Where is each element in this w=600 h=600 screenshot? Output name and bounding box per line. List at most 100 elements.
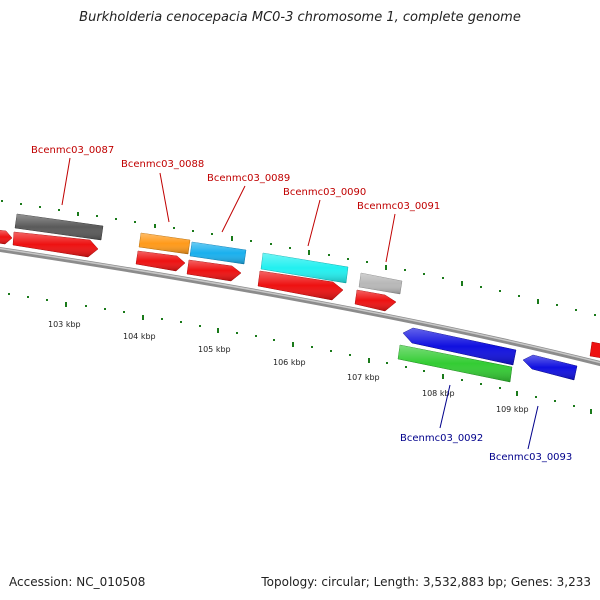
gene-feature-0089 — [189, 241, 247, 265]
tick-mark — [217, 328, 219, 333]
tick-mark — [77, 212, 79, 216]
tick-dot — [211, 233, 213, 235]
gene-labels: Bcenmc03_0087 Bcenmc03_0088 Bcenmc03_008… — [31, 145, 572, 463]
tick-dot — [349, 354, 351, 356]
tick-dot — [556, 304, 558, 306]
tick-dot — [250, 240, 252, 242]
tick-dot — [115, 218, 117, 220]
tick-dot — [8, 293, 10, 295]
tick-mark — [292, 342, 294, 347]
leader-line-0087 — [61, 157, 71, 206]
tick-mark — [142, 315, 144, 320]
tick-dot — [173, 227, 175, 229]
leader-line-0090 — [307, 199, 321, 247]
tick-dot — [123, 311, 125, 313]
tick-dot — [1, 200, 3, 202]
gene-label-0088: Bcenmc03_0088 — [121, 159, 204, 170]
leader-line-0089 — [221, 185, 246, 233]
gene-feature-0091 — [358, 272, 403, 295]
leader-line-0091 — [385, 213, 396, 263]
tick-dot — [199, 325, 201, 327]
tick-dot — [134, 221, 136, 223]
tick-dot — [58, 209, 60, 211]
leader-line-0093 — [527, 405, 539, 450]
tick-dot — [499, 387, 501, 389]
tick-dot — [366, 261, 368, 263]
genome-backbone — [0, 246, 600, 367]
gene-label-0090: Bcenmc03_0090 — [283, 187, 366, 198]
tick-mark — [516, 391, 518, 396]
scale-label: 106 kbp — [273, 358, 306, 367]
tick-dot — [20, 203, 22, 205]
cds-feature-0089 — [186, 259, 242, 282]
tick-dot — [404, 269, 406, 271]
tick-mark — [385, 265, 387, 270]
tick-dot — [442, 277, 444, 279]
scale-label: 109 kbp — [496, 405, 529, 414]
tick-dot — [236, 332, 238, 334]
inner-tick-track — [8, 293, 592, 414]
gene-feature-0092 — [397, 344, 513, 383]
cds-feature-0091 — [354, 289, 397, 312]
gene-label-0089: Bcenmc03_0089 — [207, 173, 290, 184]
tick-dot — [104, 308, 106, 310]
cds-feature-forward — [0, 229, 13, 245]
tick-dot — [573, 405, 575, 407]
tick-dot — [499, 290, 501, 292]
cds-feature-0093 — [522, 354, 578, 381]
tick-dot — [255, 335, 257, 337]
tick-dot — [423, 370, 425, 372]
tick-dot — [270, 243, 272, 245]
tick-mark — [154, 224, 156, 228]
tick-dot — [96, 215, 98, 217]
leader-line-0088 — [159, 172, 170, 223]
tick-dot — [535, 396, 537, 398]
tick-dot — [27, 296, 29, 298]
tick-mark — [368, 358, 370, 363]
gene-feature-0087 — [14, 213, 104, 241]
tick-dot — [386, 362, 388, 364]
outer-tick-track — [1, 200, 596, 316]
tick-mark — [308, 250, 310, 255]
tick-dot — [39, 206, 41, 208]
gene-label-0087: Bcenmc03_0087 — [31, 145, 114, 156]
tick-dot — [180, 321, 182, 323]
tick-dot — [480, 383, 482, 385]
tick-dot — [273, 339, 275, 341]
tick-dot — [330, 350, 332, 352]
forward-gene-track — [14, 213, 403, 295]
scale-label: 108 kbp — [422, 389, 455, 398]
tick-dot — [575, 309, 577, 311]
tick-mark — [590, 409, 592, 414]
scale-label: 103 kbp — [48, 320, 81, 329]
tick-dot — [85, 305, 87, 307]
tick-mark — [537, 299, 539, 304]
tick-dot — [161, 318, 163, 320]
tick-dot — [46, 299, 48, 301]
tick-dot — [192, 230, 194, 232]
tick-mark — [442, 374, 444, 379]
cds-feature-0088 — [135, 250, 186, 272]
genome-summary-text: Topology: circular; Length: 3,532,883 bp… — [261, 575, 591, 589]
tick-dot — [347, 258, 349, 260]
gene-feature-0090 — [260, 252, 349, 284]
tick-dot — [480, 286, 482, 288]
scale-label: 104 kbp — [123, 332, 156, 341]
forward-cds-track — [0, 229, 600, 358]
label-leader-lines — [61, 157, 539, 450]
scale-label: 107 kbp — [347, 373, 380, 382]
tick-mark — [231, 236, 233, 241]
cds-feature-0087 — [12, 231, 99, 258]
accession-text: Accession: NC_010508 — [9, 575, 146, 589]
scale-labels: 103 kbp 104 kbp 105 kbp 106 kbp 107 kbp … — [48, 320, 529, 414]
tick-mark — [461, 281, 463, 286]
cds-feature-forward-edge — [589, 341, 600, 358]
tick-dot — [328, 254, 330, 256]
tick-dot — [289, 247, 291, 249]
gene-label-0092: Bcenmc03_0092 — [400, 433, 483, 444]
reverse-gene-track — [397, 327, 578, 383]
leader-line-0092 — [439, 384, 451, 429]
gene-feature-0088 — [138, 232, 191, 255]
